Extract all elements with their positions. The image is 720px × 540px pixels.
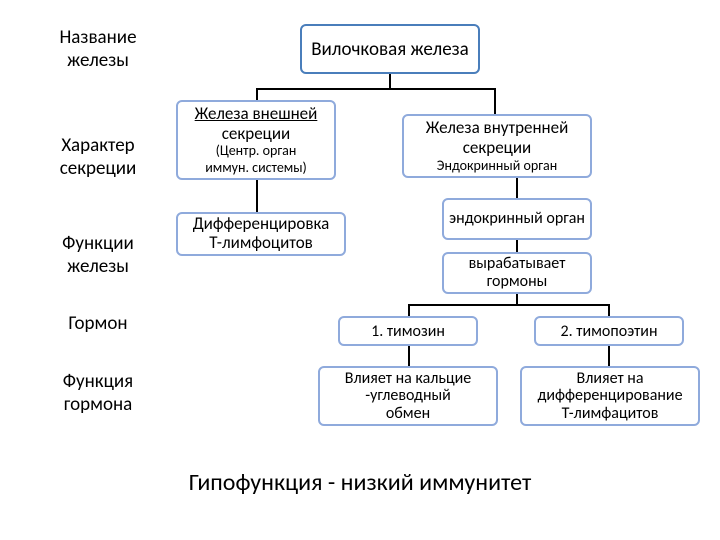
conn bbox=[516, 240, 518, 252]
label-hfunc-text: Функция гормона bbox=[63, 370, 133, 416]
node-differentiation: Дифференцировка Т-лимфоцитов bbox=[176, 212, 346, 256]
label-hormone-text: Гормон bbox=[68, 312, 127, 335]
conn bbox=[408, 304, 410, 316]
label-hormone-function: Функция гормона bbox=[38, 370, 158, 416]
node-hormone-1: 1. тимозин bbox=[338, 316, 478, 346]
label-functions: Функции железы bbox=[38, 232, 158, 278]
conn bbox=[608, 304, 610, 316]
conn bbox=[408, 304, 610, 306]
conn bbox=[256, 88, 258, 100]
node-function-2: Влияет на дифференцирование Т-лимфацитов bbox=[520, 366, 700, 426]
h2-text: 2. тимопоэтин bbox=[561, 322, 658, 341]
h1-text: 1. тимозин bbox=[371, 322, 445, 341]
bottom-caption: Гипофункция - низкий иммунитет bbox=[0, 468, 720, 497]
label-character: Характер секреции bbox=[38, 134, 158, 180]
ext-l1: Железа внешней bbox=[195, 104, 318, 124]
node-produces-hormones: вырабатывает гормоны bbox=[442, 252, 592, 294]
conn bbox=[516, 178, 518, 198]
conn bbox=[494, 88, 496, 114]
f1-l2: -углеводный bbox=[365, 387, 451, 405]
conn bbox=[516, 294, 518, 304]
f2-l2: дифференцирование bbox=[537, 387, 682, 405]
conn bbox=[256, 180, 258, 212]
f1-l1: Влияет на кальцие bbox=[345, 370, 471, 388]
conn bbox=[608, 346, 610, 366]
conn bbox=[256, 88, 496, 90]
conn bbox=[408, 346, 410, 366]
label-character-text: Характер секреции bbox=[60, 134, 137, 180]
node-internal-secretion: Железа внутренней секреции Эндокринный о… bbox=[402, 114, 592, 178]
label-hormone: Гормон bbox=[38, 312, 158, 335]
node-function-1: Влияет на кальцие -углеводный обмен bbox=[318, 366, 498, 426]
node-root: Вилочковая железа bbox=[300, 24, 480, 74]
endo-text: эндокринный орган bbox=[449, 210, 585, 228]
node-endocrine-organ: эндокринный орган bbox=[442, 198, 592, 240]
label-name-text: Название железы bbox=[59, 26, 136, 72]
ext-sub2: иммун. системы) bbox=[205, 160, 307, 176]
label-name: Название железы bbox=[38, 26, 158, 72]
conn bbox=[389, 74, 391, 88]
node-hormone-2: 2. тимопоэтин bbox=[534, 316, 684, 346]
int-text: Железа внутренней секреции bbox=[408, 118, 586, 157]
f1-l3: обмен bbox=[386, 405, 430, 423]
f2-l1: Влияет на bbox=[576, 370, 643, 388]
node-root-text: Вилочковая железа bbox=[311, 38, 469, 61]
ext-sub1: (Центр. орган bbox=[216, 143, 297, 159]
node-external-secretion: Железа внешней секреции (Центр. орган им… bbox=[176, 100, 336, 180]
int-sub: Эндокринный орган bbox=[437, 158, 557, 174]
label-functions-text: Функции железы bbox=[62, 232, 134, 278]
prod-text: вырабатывает гормоны bbox=[448, 255, 586, 290]
diff-l2: Т-лимфоцитов bbox=[209, 234, 313, 253]
f2-l3: Т-лимфацитов bbox=[562, 405, 659, 423]
ext-l2: секреции bbox=[222, 124, 291, 144]
bottom-text: Гипофункция - низкий иммунитет bbox=[189, 468, 532, 497]
